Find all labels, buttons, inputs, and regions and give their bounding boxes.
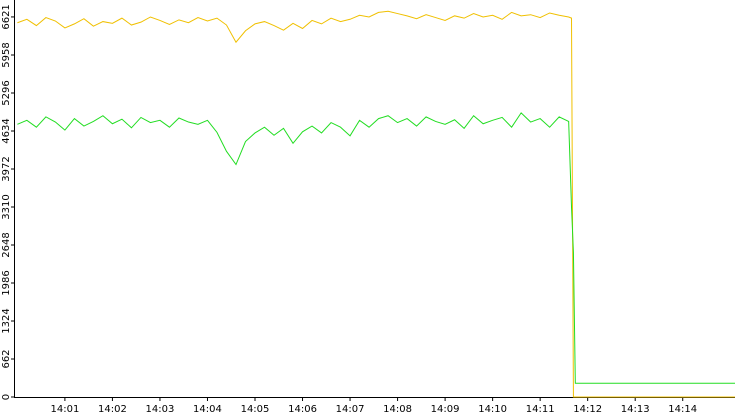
x-tick-label: 14:11: [526, 404, 555, 415]
y-tick-label: 1986: [1, 270, 12, 295]
x-tick-label: 14:08: [383, 404, 412, 415]
x-tick-label: 14:01: [50, 404, 79, 415]
x-tick-label: 14:05: [241, 404, 270, 415]
y-tick-label: 662: [1, 349, 12, 368]
x-tick-label: 14:09: [431, 404, 460, 415]
series-line: [17, 112, 735, 384]
x-tick-label: 14:02: [98, 404, 127, 415]
y-tick-label: 3972: [1, 156, 12, 181]
series-line: [17, 10, 735, 398]
x-tick-label: 14:13: [621, 404, 650, 415]
y-tick-label: 1324: [1, 308, 12, 333]
y-tick-label: 5296: [1, 80, 12, 105]
y-tick-label: 3310: [1, 194, 12, 219]
x-tick-label: 14:12: [573, 404, 602, 415]
y-tick-label: 6621: [1, 4, 12, 29]
x-tick-label: 14:03: [146, 404, 175, 415]
x-tick-label: 14:04: [193, 404, 222, 415]
x-tick-label: 14:10: [478, 404, 507, 415]
x-tick-label: 14:14: [668, 404, 697, 415]
y-tick-label: 2648: [1, 232, 12, 257]
y-tick-label: 4634: [1, 118, 12, 143]
x-tick-label: 14:07: [336, 404, 365, 415]
y-tick-label: 5958: [1, 42, 12, 67]
y-tick-label: 0: [1, 394, 12, 400]
x-tick-label: 14:06: [288, 404, 317, 415]
